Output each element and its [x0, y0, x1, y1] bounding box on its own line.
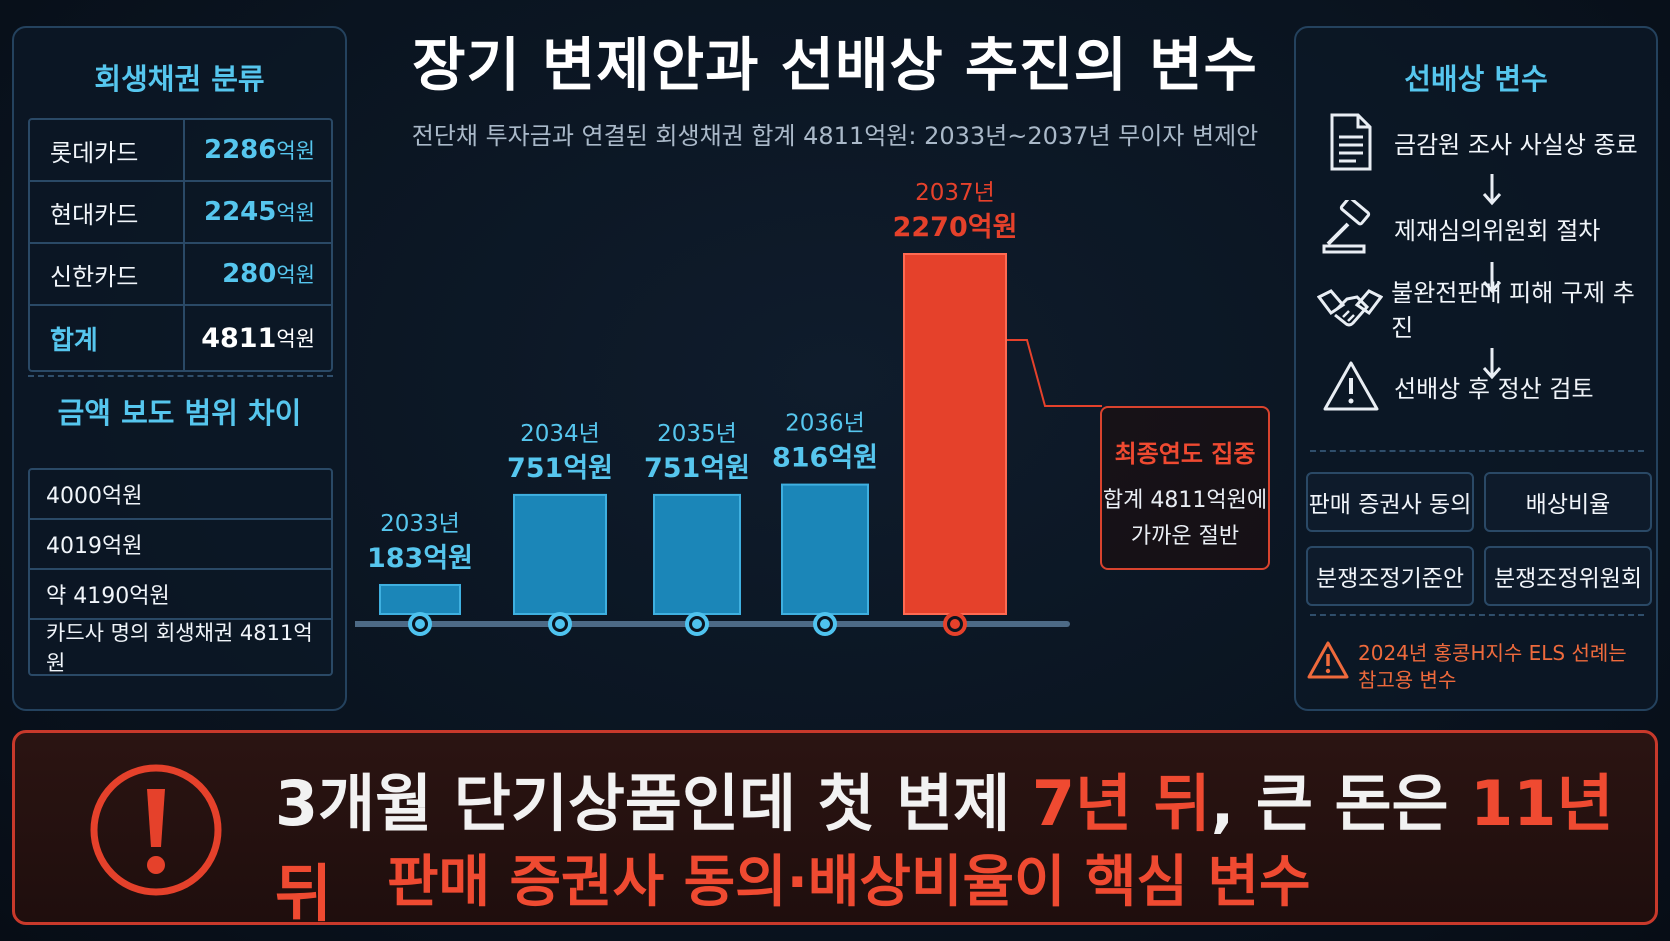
row-name: 합계: [30, 306, 185, 370]
value-label: 183억원: [367, 543, 473, 574]
callout-line: 가까운 절반: [1130, 524, 1240, 549]
bar: [653, 493, 741, 615]
row-amount: 280 억원: [185, 244, 331, 304]
factor-pill: 분쟁조정위원회: [1484, 546, 1652, 606]
flow-step: 금감원 조사 사실상 종료: [1316, 112, 1646, 172]
value-label: 2270억원: [893, 212, 1018, 243]
category-label: 2034년: [520, 421, 600, 447]
factor-pill: 분쟁조정기준안: [1306, 546, 1474, 606]
table-row: 신한카드 280 억원: [30, 244, 331, 306]
flow-step-label: 선배상 후 정산 검토: [1394, 374, 1594, 403]
table-row: 현대카드 2245 억원: [30, 182, 331, 244]
row-amount: 2245 억원: [185, 182, 331, 242]
row-amount: 4811 억원: [185, 306, 331, 370]
note-text: 2024년 홍콩H지수 ELS 선례는 참고용 변수: [1358, 640, 1627, 694]
axis-dot-core: [950, 619, 960, 629]
classification-table: 롯데카드 2286 억원 현대카드 2245 억원 신한카드 280 억원 합계 48…: [28, 118, 333, 372]
divider: [28, 375, 333, 377]
banner-highlight: 7년 뒤: [1031, 767, 1211, 840]
amount-unit: 억원: [276, 263, 315, 287]
amount-value: 2286: [203, 135, 277, 165]
range-list: 4000억원 4019억원 약 4190억원 카드사 명의 회생채권 4811억…: [28, 468, 333, 676]
axis-dot-core: [692, 619, 702, 629]
amount-value: 4811: [201, 322, 277, 354]
flow-step: 제재심의위원회 절차: [1316, 198, 1646, 258]
range-title: 금액 보도 범위 차이: [57, 396, 302, 430]
amount-unit: 억원: [276, 201, 315, 225]
arrow-down-icon: [1482, 262, 1502, 294]
final-year-callout: 최종연도 집중 합계 4811억원에 가까운 절반: [1100, 406, 1270, 570]
divider: [1310, 450, 1644, 452]
amount-unit: 억원: [276, 139, 315, 163]
list-item: 4019억원: [30, 520, 331, 570]
note-line: 참고용 변수: [1358, 668, 1457, 692]
divider: [1310, 614, 1644, 616]
bar: [903, 253, 1007, 615]
banner-highlight: 11년 뒤: [275, 767, 1614, 930]
list-item: 카드사 명의 회생채권 4811억원: [46, 621, 313, 675]
document-icon: [1316, 112, 1386, 172]
flow-step: 불완전판매 피해 구제 추진: [1316, 278, 1646, 342]
amount-value: 2245: [203, 197, 277, 227]
banner-text: , 큰 돈은: [1210, 767, 1471, 840]
callout-line: 합계 4811억원에: [1102, 488, 1268, 513]
banner-headline: 3개월 단기상품인데 첫 변제 7년 뒤, 큰 돈은 11년 뒤: [275, 753, 1615, 933]
flow-step-label: 제재심의위원회 절차: [1394, 216, 1601, 245]
page-title: 장기 변제안과 선배상 추진의 변수: [412, 31, 1258, 99]
prepayment-title: 선배상 변수: [1404, 62, 1548, 96]
row-name: 현대카드: [30, 182, 185, 242]
category-label: 2033년: [380, 511, 460, 537]
category-label: 2035년: [657, 421, 737, 447]
exclamation-icon: [90, 764, 222, 896]
classification-title: 회생채권 분류: [94, 62, 265, 96]
gavel-icon: [1316, 198, 1386, 258]
flow-step-label: 불완전판매 피해 구제 추진: [1391, 279, 1635, 342]
note-line: 2024년 홍콩H지수 ELS 선례는: [1358, 641, 1627, 665]
list-item: 4000억원: [30, 470, 331, 520]
amount-value: 280: [222, 259, 277, 289]
table-row: 롯데카드 2286 억원: [30, 120, 331, 182]
flow-step-label: 금감원 조사 사실상 종료: [1394, 130, 1638, 159]
warning-icon: [1307, 641, 1349, 679]
category-label: 2037년: [915, 180, 995, 206]
value-label: 751억원: [507, 453, 613, 484]
list-item: 약 4190억원: [30, 570, 331, 620]
factor-pill: 배상비율: [1484, 472, 1652, 532]
callout-connector: [1007, 339, 1102, 407]
banner-subline: 판매 증권사 동의·배상비율이 핵심 변수: [387, 850, 1311, 915]
callout-title: 최종연도 집중: [1114, 440, 1256, 468]
factor-pill: 판매 증권사 동의: [1306, 472, 1474, 532]
prepayment-panel: 선배상 변수 금감원 조사 사실상 종료 제재심의위원회 절차 불완전판매 피해…: [1294, 26, 1658, 711]
banner-text: 3개월 단기상품인데 첫 변제: [275, 767, 1032, 840]
repayment-bar-chart: 2033년 183억원 2034년 751억원 2035년 751억원 2036년 816억원…: [355, 180, 1102, 636]
bar: [781, 483, 869, 615]
table-row-total: 합계 4811 억원: [30, 306, 331, 370]
amount-unit: 억원: [276, 327, 315, 351]
handshake-icon: [1316, 278, 1383, 338]
arrow-down-icon: [1482, 348, 1502, 380]
flow-step: 선배상 후 정산 검토: [1316, 356, 1646, 416]
axis-dot-core: [415, 619, 425, 629]
category-label: 2036년: [785, 411, 865, 437]
key-message-banner: 3개월 단기상품인데 첫 변제 7년 뒤, 큰 돈은 11년 뒤 판매 증권사 …: [12, 730, 1658, 930]
classification-panel: 회생채권 분류 롯데카드 2286 억원 현대카드 2245 억원 신한카드 280…: [12, 26, 347, 711]
precedent-note: 2024년 홍콩H지수 ELS 선례는 참고용 변수: [1306, 640, 1656, 694]
page-subtitle: 전단채 투자금과 연결된 회생채권 합계 4811억원: 2033년~2037년…: [411, 122, 1259, 150]
warning-icon: [1316, 356, 1386, 416]
axis-dot-core: [555, 619, 565, 629]
row-name: 신한카드: [30, 244, 185, 304]
bar: [513, 493, 607, 615]
row-amount: 2286 억원: [185, 120, 331, 180]
value-label: 751억원: [644, 453, 750, 484]
arrow-down-icon: [1482, 174, 1502, 206]
callout-text: 합계 4811억원에 가까운 절반: [1102, 483, 1268, 555]
value-label: 816억원: [772, 443, 878, 474]
row-name: 롯데카드: [30, 120, 185, 180]
axis-dot-core: [820, 619, 830, 629]
bar: [379, 583, 461, 615]
